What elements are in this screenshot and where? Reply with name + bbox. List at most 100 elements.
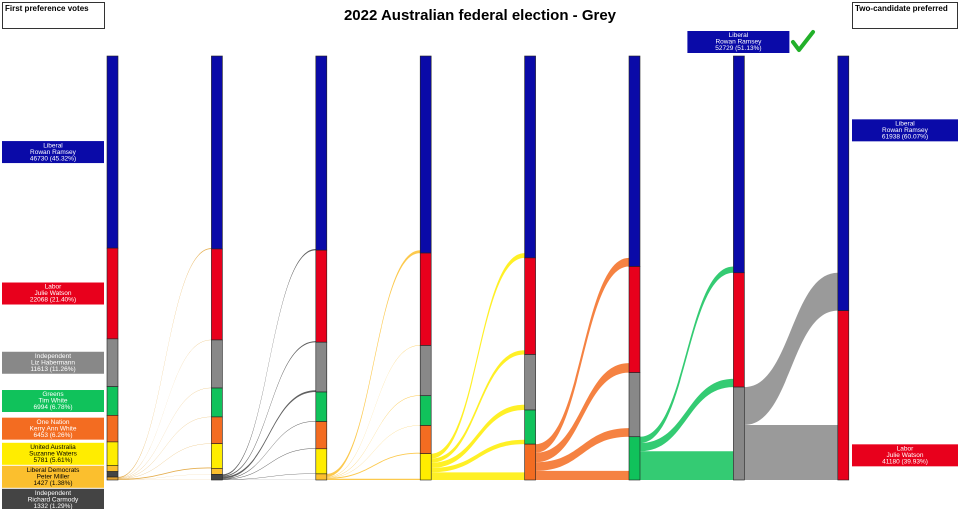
segment (211, 248, 223, 341)
flow (326, 250, 421, 477)
flow (744, 424, 838, 480)
first-preference-party: Liberal Democrats (27, 467, 80, 474)
segment (524, 409, 536, 445)
first-preference-party: Independent (35, 353, 71, 360)
first-preference-box (2, 488, 104, 509)
final-box (852, 444, 958, 467)
segment (837, 310, 850, 481)
flow (535, 257, 629, 453)
first-preference-box (2, 390, 104, 413)
first-preference-party: One Nation (37, 419, 70, 426)
flow (431, 404, 525, 468)
first-preference-votes: 5781 (5.61%) (33, 457, 72, 464)
first-preference-party: Liberal (43, 142, 63, 149)
final-party: Labor (897, 446, 914, 453)
segment (211, 416, 223, 444)
flow (222, 420, 316, 480)
segment (106, 386, 119, 416)
final-votes: 61938 (60.07%) (882, 134, 928, 141)
first-preference-name: Julie Watson (35, 290, 72, 297)
flow (431, 253, 525, 459)
flow (326, 452, 421, 479)
first-preference-votes: 46730 (45.32%) (30, 155, 76, 162)
right-title-box (852, 2, 958, 29)
segment (315, 341, 328, 393)
segment (315, 55, 328, 251)
segment (733, 55, 745, 274)
segment (211, 387, 223, 418)
segment (628, 436, 641, 481)
flow (118, 474, 212, 480)
first-preference-box (2, 442, 104, 465)
flow (118, 339, 212, 479)
flow (118, 416, 212, 479)
chart-title: 2022 Australian federal election - Grey (344, 7, 617, 24)
segment (733, 386, 745, 481)
segment (211, 443, 223, 469)
flow (326, 425, 421, 478)
segment (106, 55, 119, 249)
segment (628, 372, 641, 438)
first-preference-name: Tim White (38, 398, 67, 405)
first-preference-name: Kerry Ann White (30, 425, 77, 432)
flow (222, 473, 316, 480)
first-preference-box (2, 282, 104, 305)
segment (524, 257, 536, 355)
segment (211, 339, 223, 389)
segment (524, 443, 536, 481)
segment (837, 55, 850, 311)
flow (640, 378, 734, 452)
segment (106, 471, 119, 478)
first-preference-votes: 1427 (1.38%) (33, 480, 72, 487)
segment (106, 415, 119, 443)
segment (524, 55, 536, 259)
flow (535, 470, 629, 480)
segment (419, 252, 432, 346)
segment (315, 391, 328, 422)
first-preference-box (2, 351, 104, 374)
first-preference-votes: 6994 (6.78%) (33, 404, 72, 411)
left-title-box (2, 2, 105, 29)
segment (315, 421, 328, 450)
winner-check (791, 30, 815, 52)
first-preference-name: Suzanne Waters (29, 451, 78, 458)
flow (222, 448, 316, 480)
flow (326, 345, 421, 478)
first-preference-name: Liz Habermann (31, 359, 75, 366)
first-preference-name: Rowan Ramsey (30, 149, 77, 156)
segment (315, 249, 328, 343)
final-party: Liberal (895, 121, 915, 128)
flows (118, 248, 838, 480)
segment (315, 473, 328, 481)
segment (419, 425, 432, 454)
flow (535, 363, 629, 463)
final-name: Rowan Ramsey (882, 127, 929, 134)
segment (106, 247, 119, 340)
flow (640, 451, 734, 480)
winner-party: Liberal (729, 32, 749, 39)
segment (106, 465, 119, 472)
segment (106, 338, 119, 387)
segment (106, 441, 119, 466)
segment (211, 468, 223, 475)
first-preference-box (2, 465, 104, 488)
first-preference-party: Independent (35, 490, 71, 497)
flow (535, 428, 629, 471)
flow (431, 350, 525, 463)
winner-name: Rowan Ramsey (715, 39, 762, 46)
first-preference-party: United Australia (30, 444, 76, 451)
first-preference-name: Richard Carmody (28, 497, 79, 504)
segment (419, 453, 432, 481)
segment (419, 345, 432, 397)
winner-box (687, 31, 790, 53)
segment (315, 448, 328, 475)
flow (326, 395, 421, 478)
final-votes: 41180 (39.93%) (882, 459, 928, 466)
segment (628, 55, 641, 267)
final-box (852, 119, 958, 142)
left-title: First preference votes (5, 4, 89, 13)
flow (118, 248, 212, 478)
first-preference-box (2, 141, 104, 164)
flow (222, 390, 316, 479)
